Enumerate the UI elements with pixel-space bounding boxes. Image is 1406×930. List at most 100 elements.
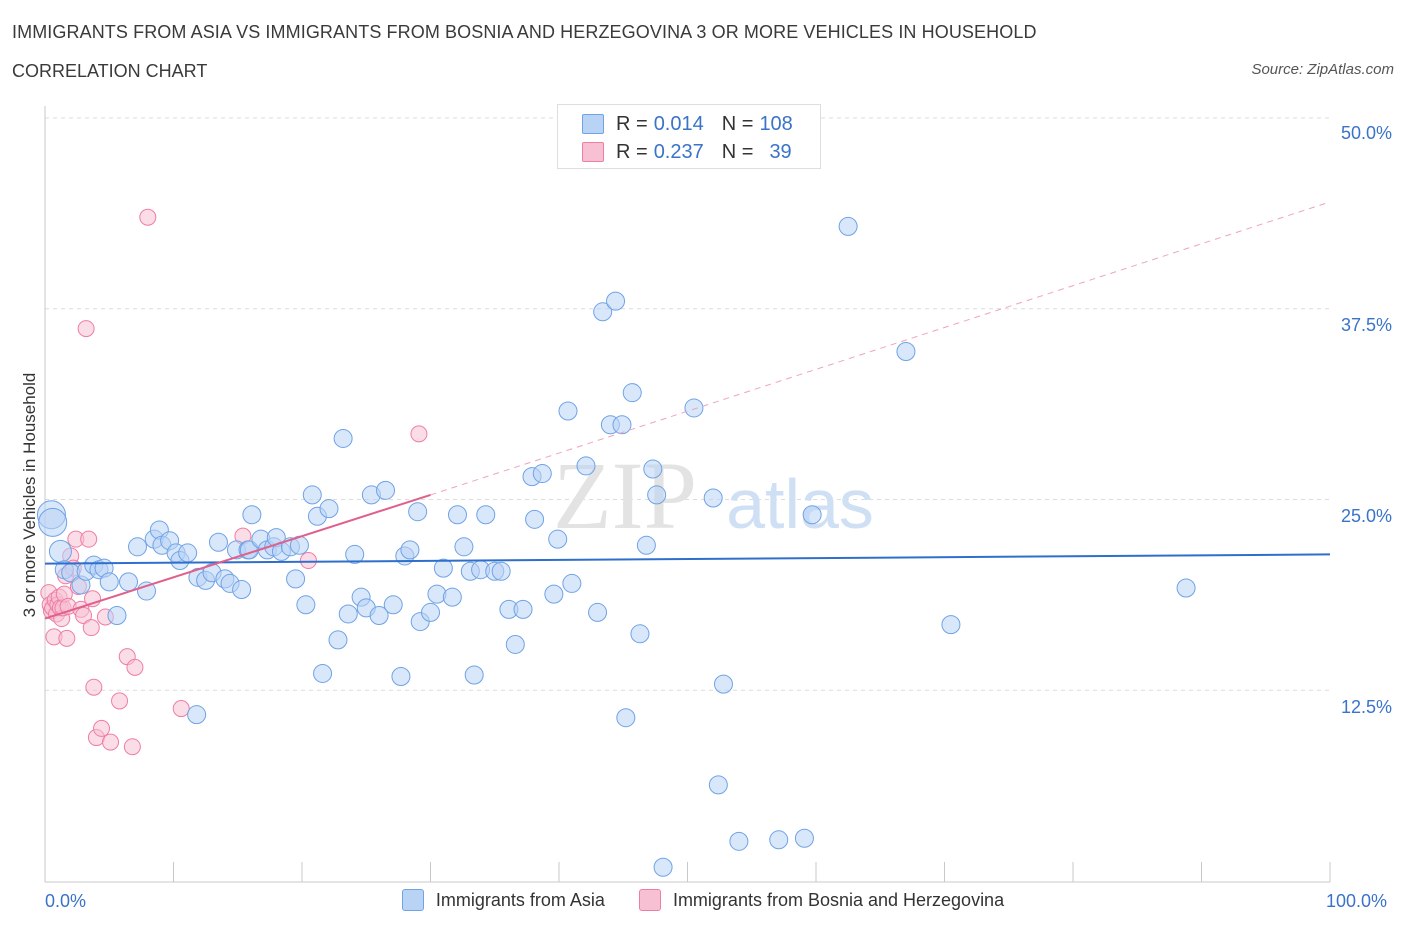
data-point-bosnia <box>172 700 190 718</box>
data-point-asia <box>941 615 961 635</box>
data-point-asia <box>119 572 139 592</box>
data-point-bosnia <box>111 692 129 710</box>
series-swatch-bosnia <box>638 889 661 911</box>
trend-line-bosnia <box>44 493 431 620</box>
data-point-asia <box>525 509 545 529</box>
data-point-asia <box>427 584 447 604</box>
data-point-asia <box>319 499 339 519</box>
legend-n-label: N = <box>721 112 754 135</box>
series-swatch-asia <box>401 889 424 911</box>
data-point-asia <box>447 505 467 525</box>
data-point-asia <box>532 464 552 484</box>
data-point-asia <box>562 573 582 593</box>
data-point-bosnia <box>58 629 76 647</box>
data-point-asia <box>616 708 636 728</box>
data-point-asia <box>1176 578 1196 598</box>
series-legend-item-bosnia[interactable]: Immigrants from Bosnia and Herzegovina <box>638 889 1005 911</box>
data-point-asia <box>400 540 420 560</box>
y-tick-label: 50.0% <box>1340 123 1392 143</box>
legend-row-bosnia: R = 0.237 N = 39 <box>582 140 792 164</box>
data-point-asia <box>286 569 306 589</box>
legend-r-value: 0.237 <box>653 140 704 163</box>
data-point-asia <box>612 415 632 435</box>
data-point-asia <box>802 505 822 525</box>
data-point-asia <box>369 605 389 625</box>
data-point-bosnia <box>77 320 95 338</box>
data-point-asia <box>838 216 858 236</box>
data-point-bosnia <box>85 678 103 696</box>
data-point-asia <box>769 830 789 850</box>
data-point-bosnia <box>80 530 98 548</box>
chart-source: Source: ZipAtlas.com <box>1251 61 1394 78</box>
data-point-bosnia <box>102 733 120 751</box>
data-point-bosnia <box>126 658 144 676</box>
legend-r-label: R = <box>616 112 648 135</box>
legend-n-label: N = <box>721 140 754 163</box>
data-point-asia <box>178 543 198 563</box>
legend-swatch-asia <box>582 114 604 134</box>
data-point-asia <box>896 341 916 361</box>
data-point-asia <box>232 580 252 600</box>
data-point-asia <box>636 535 656 555</box>
data-point-asia <box>476 505 496 525</box>
y-tick-label: 25.0% <box>1340 506 1392 526</box>
series-legend: Immigrants from Asia Immigrants from Bos… <box>0 889 1406 911</box>
data-point-asia <box>208 532 228 552</box>
data-point-asia <box>794 828 814 848</box>
data-point-asia <box>187 705 207 725</box>
data-point-asia <box>703 488 723 508</box>
y-tick-label: 37.5% <box>1340 315 1392 335</box>
y-tick-label: 12.5% <box>1340 697 1392 717</box>
data-point-asia <box>576 456 596 476</box>
y-axis-title: 3 or more Vehicles in Household <box>20 372 39 618</box>
data-point-asia <box>643 459 663 479</box>
chart-title: IMMIGRANTS FROM ASIA VS IMMIGRANTS FROM … <box>12 22 1037 42</box>
data-point-asia <box>713 674 733 694</box>
chart-subtitle: CORRELATION CHART <box>12 61 208 81</box>
series-legend-item-asia[interactable]: Immigrants from Asia <box>401 889 605 911</box>
data-point-asia <box>338 604 358 624</box>
data-point-asia <box>296 595 316 615</box>
watermark-atlas: atlas <box>726 465 874 543</box>
trend-line-asia <box>44 553 1331 565</box>
data-point-bosnia <box>75 606 93 624</box>
data-point-asia <box>588 602 608 622</box>
data-point-asia <box>544 584 564 604</box>
data-point-asia <box>391 667 411 687</box>
legend-swatch-bosnia <box>582 142 604 162</box>
legend-r-label: R = <box>616 140 648 163</box>
data-point-asia <box>38 507 68 537</box>
data-point-asia <box>708 775 728 795</box>
data-point-asia <box>107 605 127 625</box>
data-point-bosnia <box>82 619 100 637</box>
data-point-bosnia <box>410 425 428 443</box>
data-point-bosnia <box>93 719 111 737</box>
data-point-bosnia <box>139 208 157 226</box>
legend-r-value: 0.014 <box>653 112 704 135</box>
data-point-asia <box>513 599 533 619</box>
data-point-asia <box>454 537 474 557</box>
data-point-asia <box>128 537 148 557</box>
data-point-bosnia <box>123 738 141 756</box>
x-tick-label-max: 100.0% <box>1326 891 1388 911</box>
data-point-asia <box>548 529 568 549</box>
data-point-asia <box>647 485 667 505</box>
data-point-asia <box>242 505 262 525</box>
data-point-bosnia <box>299 552 317 570</box>
data-point-asia <box>408 502 428 522</box>
data-point-asia <box>653 857 673 877</box>
data-point-asia <box>593 302 613 322</box>
legend-n-value: 39 <box>769 140 792 163</box>
data-point-asia <box>302 485 322 505</box>
data-point-asia <box>442 587 462 607</box>
data-point-asia <box>333 428 353 448</box>
x-tick-label-min: 0.0% <box>45 891 87 911</box>
series-legend-label: Immigrants from Bosnia and Herzegovina <box>672 889 1005 910</box>
data-point-asia <box>345 544 365 564</box>
data-point-asia <box>630 624 650 644</box>
data-point-asia <box>99 572 119 592</box>
data-point-asia <box>313 663 333 683</box>
trend-line-bosnia-extended <box>430 201 1331 496</box>
data-point-asia <box>328 630 348 650</box>
